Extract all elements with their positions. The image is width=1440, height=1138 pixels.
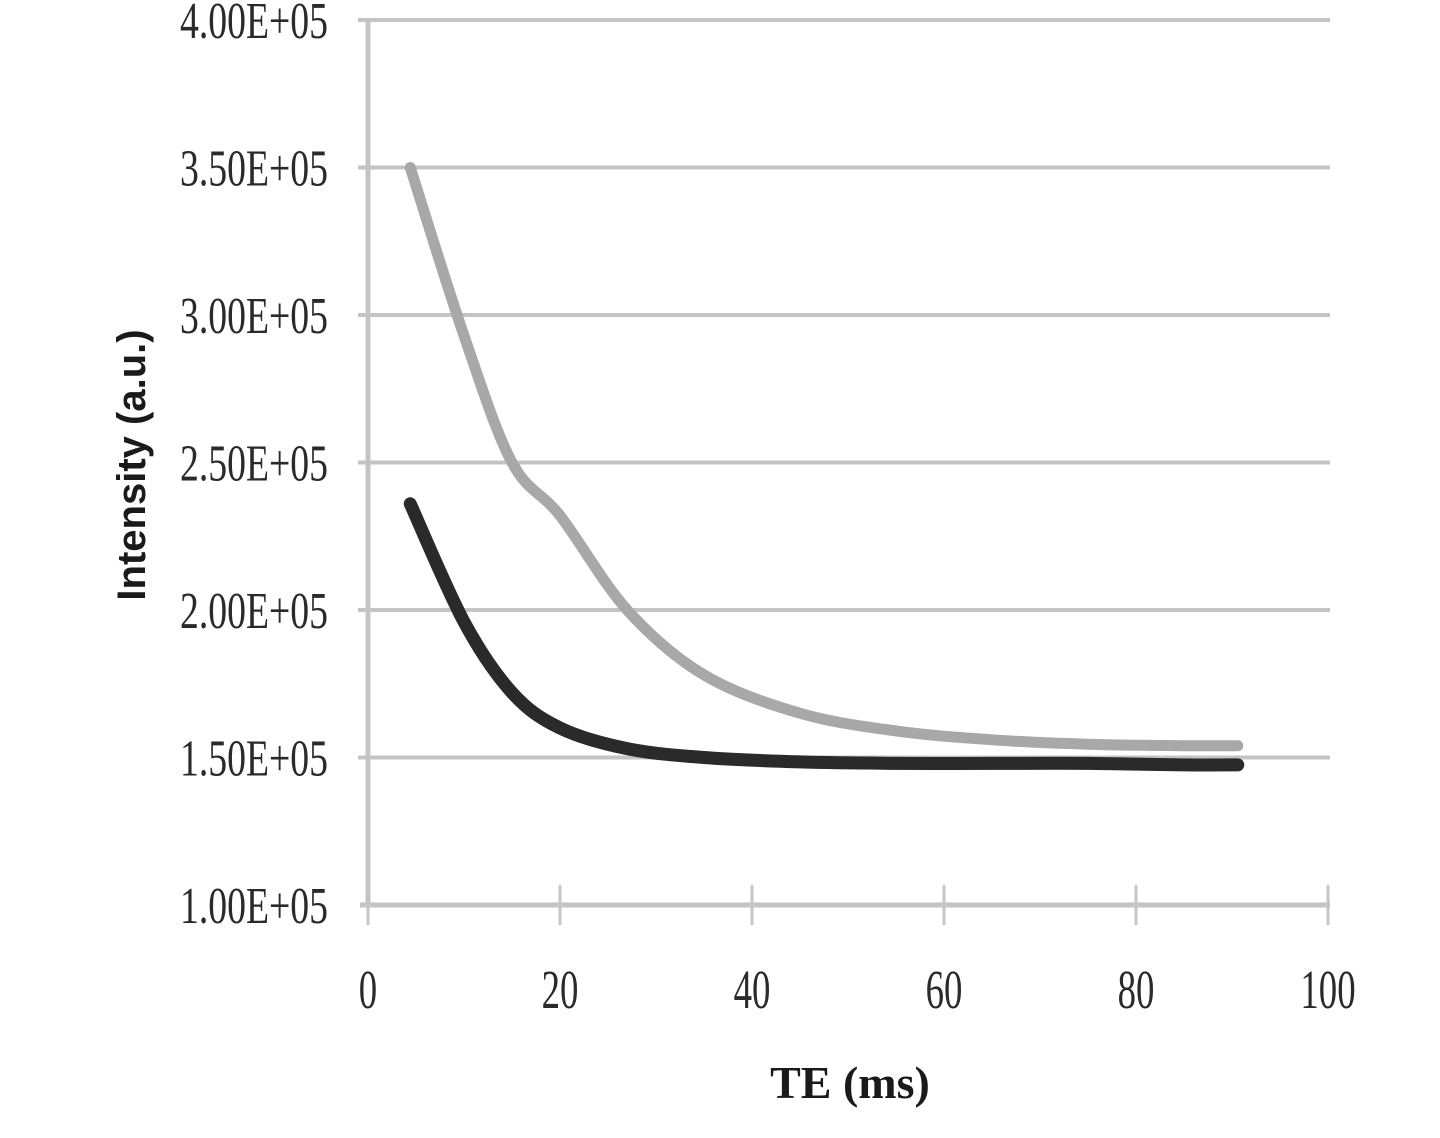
y-tick-label: 3.50E+05 bbox=[180, 140, 328, 197]
series-black-line bbox=[403, 497, 1245, 772]
series-gray-line bbox=[404, 162, 1244, 752]
x-axis-title: TE (ms) bbox=[770, 1057, 930, 1108]
x-tick-label: 60 bbox=[926, 960, 963, 1021]
y-tick-label: 1.50E+05 bbox=[180, 730, 328, 787]
x-tick-label: 40 bbox=[734, 960, 771, 1021]
y-axis-tick-labels: 1.00E+05 1.50E+05 2.00E+05 2.50E+05 3.00E+05… bbox=[180, 0, 328, 934]
gridlines bbox=[358, 18, 1330, 760]
x-tick-label: 20 bbox=[542, 960, 579, 1021]
data-series bbox=[403, 162, 1245, 772]
y-tick-label: 2.00E+05 bbox=[180, 582, 328, 639]
x-axis-tick-labels: 0 20 40 60 80 100 bbox=[359, 960, 1356, 1021]
x-tick-label: 80 bbox=[1118, 960, 1155, 1021]
x-axis-ticks bbox=[366, 885, 1330, 925]
y-tick-label: 1.00E+05 bbox=[180, 877, 328, 934]
x-tick-label: 0 bbox=[359, 960, 377, 1021]
x-tick-label: 100 bbox=[1300, 960, 1355, 1021]
y-tick-label: 4.00E+05 bbox=[180, 0, 328, 49]
y-axis-title: Intensity (a.u.) bbox=[110, 329, 154, 600]
y-tick-label: 2.50E+05 bbox=[180, 435, 328, 492]
y-tick-label: 3.00E+05 bbox=[180, 287, 328, 344]
